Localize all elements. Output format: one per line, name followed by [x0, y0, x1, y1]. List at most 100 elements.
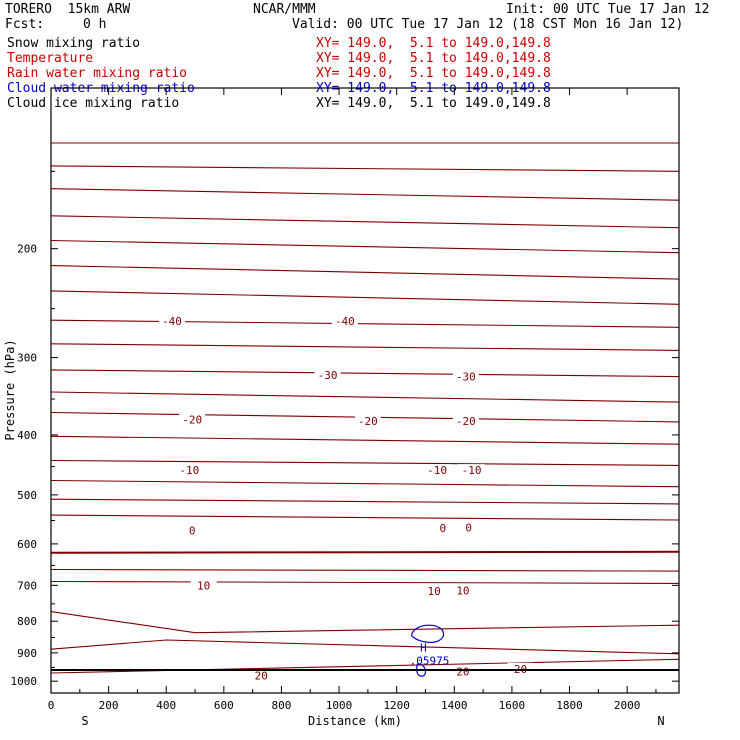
isotherm-label-6: -20	[456, 415, 476, 428]
isotherm-line-10	[50, 391, 680, 403]
field-xy-temperature: XY= 149.0, 5.1 to 149.0,149.8	[316, 51, 551, 66]
isotherm-label-5: -20	[358, 415, 378, 428]
y-tick-label: 1000	[11, 675, 38, 688]
isotherm-label-bg	[331, 315, 358, 328]
isotherm-line-20	[50, 611, 680, 634]
isotherm-line-1	[50, 165, 680, 172]
isotherm-label-bg	[458, 464, 485, 477]
fcst-label: Fcst:	[5, 17, 45, 32]
isotherm-line-7	[50, 319, 680, 328]
isotherm-label-bg	[455, 521, 482, 534]
isotherm-label-bg	[452, 370, 479, 383]
isotherm-label-14: 10	[428, 585, 441, 598]
field-xy-rain: XY= 149.0, 5.1 to 149.0,149.8	[316, 66, 551, 81]
isotherm-line-6	[50, 290, 680, 305]
isotherm-line-21	[50, 639, 680, 655]
isotherm-label-bg	[248, 669, 275, 682]
cloud-water-contour	[410, 624, 445, 644]
isotherm-label-bg	[190, 579, 217, 592]
x-tick-label: 400	[156, 699, 176, 712]
isotherm-label-8: -10	[427, 464, 447, 477]
isotherm-label-3: -30	[456, 371, 476, 384]
y-tick-label: 800	[17, 615, 37, 628]
isotherm-label-bg	[452, 415, 479, 428]
isotherm-label-1: -40	[335, 315, 355, 328]
x-tick-label: 1400	[441, 699, 468, 712]
isotherm-label-bg	[507, 662, 534, 675]
isotherm-label-bg	[429, 522, 456, 535]
isotherm-label-bg	[314, 368, 341, 381]
isotherm-label-16: 20	[255, 670, 268, 683]
y-tick-label: 500	[17, 489, 37, 502]
isotherm-line-4	[50, 239, 680, 254]
isotherm-label-0: -40	[162, 315, 182, 328]
x-tick-label: 1600	[499, 699, 526, 712]
isotherm-label-bg	[421, 585, 448, 598]
isotherm-label-15: 10	[456, 585, 469, 598]
isotherm-line-9	[50, 369, 680, 378]
isotherm-line-18	[50, 568, 680, 572]
x-tick-label: 600	[214, 699, 234, 712]
isotherm-label-bg	[354, 415, 381, 428]
isotherm-label-bg	[449, 584, 476, 597]
isotherm-line-16	[50, 514, 680, 521]
isotherm-label-bg	[158, 315, 185, 328]
x-axis-title: Distance (km)	[308, 714, 402, 728]
isotherm-line-13	[50, 459, 680, 466]
cloud-water-high-marker: H	[420, 642, 427, 655]
isotherm-label-4: -20	[182, 414, 202, 427]
org-label: NCAR/MMM	[253, 2, 316, 17]
x-tick-label: 800	[272, 699, 292, 712]
isotherm-label-11: 0	[439, 522, 446, 535]
isotherm-line-17	[50, 550, 680, 554]
isotherm-line-5	[50, 265, 680, 280]
field-xy-snow: XY= 149.0, 5.1 to 149.0,149.8	[316, 36, 551, 51]
isotherm-label-bg	[176, 464, 203, 477]
isotherm-label-10: 0	[189, 525, 196, 538]
y-tick-label: 600	[17, 538, 37, 551]
isotherm-label-7: -10	[179, 464, 199, 477]
plot-frame	[50, 87, 680, 694]
isotherm-line-2	[50, 188, 680, 201]
south-end-label: S	[81, 714, 88, 728]
isotherm-label-bg	[179, 524, 206, 537]
field-name-cloud-ice: Cloud ice mixing ratio	[7, 96, 180, 111]
cloud-water-value-label: .05975	[410, 655, 450, 668]
field-name-snow: Snow mixing ratio	[7, 36, 141, 51]
field-name-temperature: Temperature	[7, 51, 94, 66]
isotherm-label-bg	[179, 413, 206, 426]
isotherm-label-12: 0	[465, 522, 472, 535]
x-tick-label: 1800	[556, 699, 583, 712]
fcst-value: 0 h	[83, 17, 107, 32]
valid-time: Valid: 00 UTC Tue 17 Jan 12 (18 CST Mon …	[292, 17, 684, 32]
init-time: Init: 00 UTC Tue 17 Jan 12	[506, 2, 710, 17]
isotherm-line-3	[50, 215, 680, 229]
x-tick-label: 0	[48, 699, 55, 712]
y-tick-label: 900	[17, 647, 37, 660]
x-tick-label: 1200	[383, 699, 410, 712]
isotherm-line-12	[50, 435, 680, 445]
x-tick-label: 2000	[614, 699, 641, 712]
isotherm-label-bg	[449, 665, 476, 678]
isotherm-label-2: -30	[318, 369, 338, 382]
field-xy-cloud-ice: XY= 149.0, 5.1 to 149.0,149.8	[316, 96, 551, 111]
y-tick-label: 400	[17, 429, 37, 442]
north-end-label: N	[657, 714, 664, 728]
isotherm-label-bg	[424, 464, 451, 477]
isotherm-label-9: -10	[462, 464, 482, 477]
field-name-rain: Rain water mixing ratio	[7, 66, 188, 81]
isotherm-label-17: 20	[456, 666, 469, 679]
model-title: TORERO 15km ARW	[5, 2, 131, 17]
isotherm-line-15	[50, 498, 680, 505]
isotherm-line-8	[50, 343, 680, 351]
y-tick-label: 200	[17, 243, 37, 256]
y-tick-label: 300	[17, 352, 37, 365]
isotherm-line-14	[50, 479, 680, 488]
x-tick-label: 1000	[326, 699, 353, 712]
x-tick-label: 200	[99, 699, 119, 712]
isotherm-line-19	[50, 580, 680, 584]
y-tick-label: 700	[17, 579, 37, 592]
isotherm-label-13: 10	[197, 579, 210, 592]
y-axis-title: Pressure (hPa)	[3, 339, 17, 440]
